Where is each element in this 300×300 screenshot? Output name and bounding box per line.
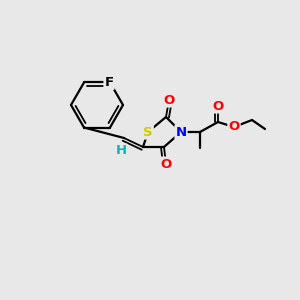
Text: F: F — [104, 76, 114, 89]
Text: S: S — [143, 125, 153, 139]
Text: H: H — [116, 145, 127, 158]
Text: O: O — [164, 94, 175, 106]
Text: O: O — [160, 158, 172, 170]
Text: O: O — [228, 121, 240, 134]
Text: O: O — [212, 100, 224, 112]
Text: N: N — [176, 125, 187, 139]
